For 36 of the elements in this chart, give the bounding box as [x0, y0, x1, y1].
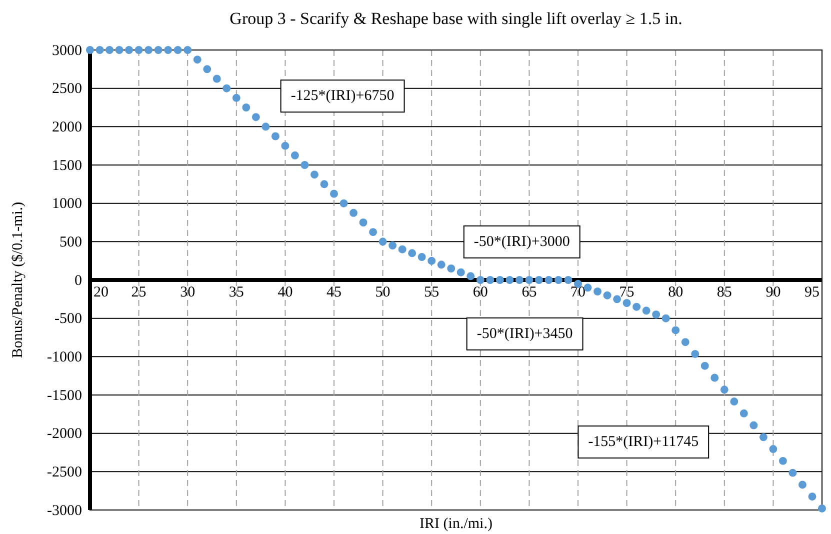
y-tick-label: 3000 — [52, 42, 82, 59]
y-tick-label: 2000 — [52, 119, 82, 136]
y-tick-label: 0 — [74, 272, 82, 289]
x-tick-label: 30 — [180, 284, 196, 301]
x-tick-label: 55 — [424, 284, 440, 301]
annotation: -50*(IRI)+3000 — [474, 234, 570, 250]
x-axis-title: IRI (in./mi.) — [420, 516, 492, 532]
x-tick-label: 65 — [522, 284, 537, 301]
annotation: -50*(IRI)+3450 — [476, 326, 573, 342]
y-tick-label: 1000 — [52, 196, 82, 212]
y-tick-label: -1500 — [47, 388, 82, 404]
y-tick-label: -2000 — [47, 426, 82, 442]
x-tick-label: 60 — [472, 284, 488, 301]
x-tick-label: 75 — [619, 284, 634, 301]
y-tick-label: -3000 — [47, 502, 82, 519]
x-tick-label: 45 — [326, 284, 342, 301]
chart-title: Group 3 - Scarify & Reshape base with single lift overlay ≥ 1.5 in. — [230, 9, 682, 28]
y-tick-label: 2500 — [52, 81, 82, 98]
y-tick-label: 500 — [60, 234, 82, 250]
y-tick-label: 1500 — [52, 158, 82, 174]
x-tick-label: 90 — [766, 284, 781, 301]
y-tick-label: -500 — [54, 311, 82, 328]
x-tick-label: 70 — [570, 284, 586, 301]
x-tick-label: 35 — [228, 284, 244, 301]
annotation: -125*(IRI)+6750 — [290, 88, 394, 104]
x-tick-label: 40 — [278, 284, 293, 301]
x-tick-label: 80 — [668, 284, 684, 301]
x-tick-label: 50 — [375, 284, 390, 301]
x-tick-label: 85 — [716, 284, 732, 301]
x-tick-label: 25 — [131, 284, 146, 301]
x-tick-label: 95 — [804, 284, 820, 301]
x-tick-label: 20 — [94, 284, 108, 301]
y-tick-label: -1000 — [47, 349, 82, 366]
y-tick-label: -2500 — [47, 464, 82, 480]
y-axis-title: Bonus/Penalty ($/0.1-mi.) — [10, 202, 26, 358]
annotation: -155*(IRI)+11745 — [588, 434, 699, 450]
